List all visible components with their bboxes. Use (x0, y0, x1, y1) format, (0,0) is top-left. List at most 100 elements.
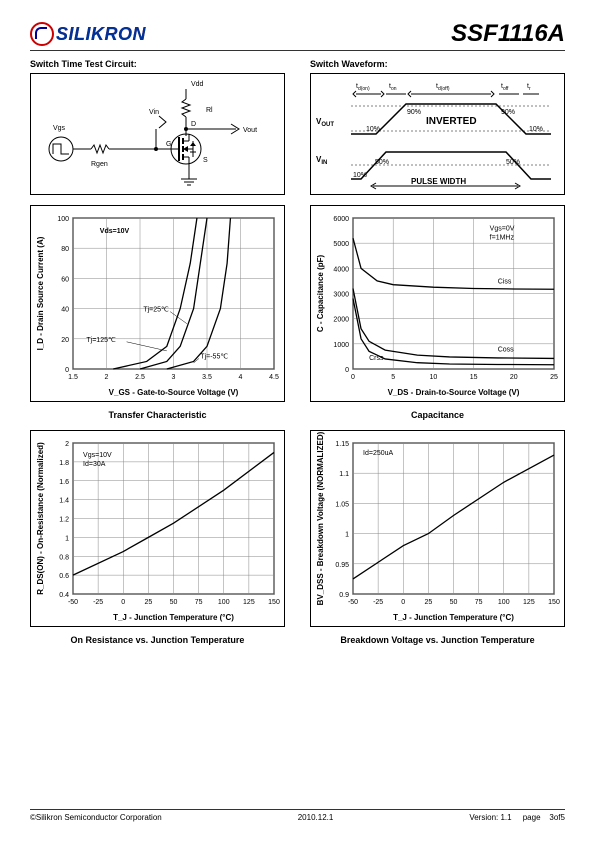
svg-text:20: 20 (510, 374, 518, 381)
label-vdd: Vdd (191, 81, 204, 88)
label-toff: toff (501, 83, 509, 92)
svg-text:4: 4 (239, 374, 243, 381)
svg-text:3.5: 3.5 (202, 374, 212, 381)
svg-text:Id=30A: Id=30A (83, 461, 106, 468)
svg-text:150: 150 (268, 599, 280, 606)
label-g: G (166, 141, 171, 148)
svg-text:0: 0 (351, 374, 355, 381)
row-charts-2: -50-2502550751001251500.40.60.811.21.41.… (30, 430, 565, 645)
svg-text:Tj=125℃: Tj=125℃ (86, 337, 116, 344)
panel-circuit: Switch Time Test Circuit: Vdd Rl Vout Vi… (30, 59, 285, 195)
svg-text:20: 20 (61, 337, 69, 344)
circuit-title: Switch Time Test Circuit: (30, 59, 285, 69)
bvdss-chart: -50-2502550751001251500.90.9511.051.11.1… (310, 430, 565, 627)
svg-text:50: 50 (170, 599, 178, 606)
label-tdon: td(on) (356, 83, 370, 92)
capacitance-chart: 05101520250100020003000400050006000V_DS … (310, 205, 565, 402)
svg-text:-25: -25 (373, 599, 383, 606)
svg-text:3: 3 (172, 374, 176, 381)
capacitance-caption: Capacitance (310, 410, 565, 420)
svg-text:2: 2 (105, 374, 109, 381)
svg-text:0: 0 (121, 599, 125, 606)
svg-text:1: 1 (345, 532, 349, 539)
panel-capacitance: 05101520250100020003000400050006000V_DS … (310, 205, 565, 420)
panel-transfer: 1.522.533.544.5020406080100V_GS - Gate-t… (30, 205, 285, 420)
svg-text:Crss: Crss (369, 355, 384, 362)
svg-text:2000: 2000 (333, 317, 349, 324)
transfer-caption: Transfer Characteristic (30, 410, 285, 420)
svg-text:2.5: 2.5 (135, 374, 145, 381)
svg-text:50: 50 (450, 599, 458, 606)
label-p10c: 10% (353, 172, 367, 179)
part-number: SSF1116A (451, 20, 565, 48)
svg-text:R_DS(ON) - On-Resistance (Norm: R_DS(ON) - On-Resistance (Normalized) (36, 442, 45, 595)
label-rl: Rl (206, 107, 213, 114)
svg-text:1.6: 1.6 (59, 479, 69, 486)
svg-text:1000: 1000 (333, 342, 349, 349)
svg-text:1.4: 1.4 (59, 498, 69, 505)
label-tdoff: td(off) (436, 83, 450, 92)
page: SILIKRON SSF1116A Switch Time Test Circu… (0, 0, 595, 842)
label-vout: Vout (243, 127, 257, 134)
svg-text:Id=250uA: Id=250uA (363, 450, 393, 457)
label-p90b: 90% (501, 109, 515, 116)
circuit-figure: Vdd Rl Vout Vin D (30, 73, 285, 195)
svg-text:4.5: 4.5 (269, 374, 279, 381)
svg-text:6000: 6000 (333, 216, 349, 223)
svg-text:100: 100 (498, 599, 510, 606)
svg-text:25: 25 (424, 599, 432, 606)
svg-text:40: 40 (61, 307, 69, 314)
row-diagrams: Switch Time Test Circuit: Vdd Rl Vout Vi… (30, 59, 565, 195)
rdson-chart: -50-2502550751001251500.40.60.811.21.41.… (30, 430, 285, 627)
svg-text:0: 0 (65, 367, 69, 374)
svg-text:4000: 4000 (333, 266, 349, 273)
svg-text:25: 25 (550, 374, 558, 381)
svg-text:0: 0 (345, 367, 349, 374)
svg-text:1.8: 1.8 (59, 460, 69, 467)
svg-text:T_J - Junction Temperature (°C: T_J - Junction Temperature (°C) (393, 613, 514, 622)
svg-text:BV_DSS - Breakdown Voltage (NO: BV_DSS - Breakdown Voltage (NORMALIZED) (316, 431, 325, 605)
svg-text:80: 80 (61, 246, 69, 253)
svg-text:1.05: 1.05 (335, 501, 349, 508)
label-d: D (191, 121, 196, 128)
rdson-caption: On Resistance vs. Junction Temperature (30, 635, 285, 645)
svg-text:0: 0 (401, 599, 405, 606)
svg-text:-25: -25 (93, 599, 103, 606)
svg-text:Ciss: Ciss (498, 278, 512, 285)
svg-text:f=1MHz: f=1MHz (490, 235, 515, 242)
svg-text:75: 75 (475, 599, 483, 606)
logo: SILIKRON (30, 22, 146, 46)
svg-text:I_D - Drain Source Current (A): I_D - Drain Source Current (A) (36, 236, 45, 350)
svg-text:Tj=-55℃: Tj=-55℃ (200, 353, 228, 360)
waveform-title: Switch Waveform: (310, 59, 565, 69)
svg-text:125: 125 (243, 599, 255, 606)
svg-text:1.1: 1.1 (339, 471, 349, 478)
label-p50a: 50% (375, 159, 389, 166)
svg-text:Vds=10V: Vds=10V (100, 228, 130, 235)
svg-text:T_J - Junction Temperature (°C: T_J - Junction Temperature (°C) (113, 613, 234, 622)
svg-text:0.9: 0.9 (339, 592, 349, 599)
svg-text:Coss: Coss (498, 346, 514, 353)
footer-version: Version: 1.1 page 3of5 (469, 813, 565, 822)
svg-text:Vgs=0V: Vgs=0V (490, 226, 515, 233)
svg-text:150: 150 (548, 599, 560, 606)
svg-text:75: 75 (195, 599, 203, 606)
svg-text:-50: -50 (348, 599, 358, 606)
svg-text:15: 15 (470, 374, 478, 381)
label-vin: Vin (149, 109, 159, 116)
waveform-figure: td(on) ton td(off) toff tr 90% (310, 73, 565, 195)
svg-text:V_GS - Gate-to-Source Voltage: V_GS - Gate-to-Source Voltage (V) (109, 388, 239, 397)
svg-text:1.2: 1.2 (59, 517, 69, 524)
label-p10a: 10% (366, 126, 380, 133)
label-p10b: 10% (529, 126, 543, 133)
svg-text:1.15: 1.15 (335, 441, 349, 448)
svg-text:Vgs=10V: Vgs=10V (83, 452, 112, 459)
footer-company: ©Silikron Semiconductor Corporation (30, 813, 162, 822)
label-p50b: 50% (506, 159, 520, 166)
bvdss-caption: Breakdown Voltage vs. Junction Temperatu… (310, 635, 565, 645)
label-vout-axis: VOUT (316, 117, 334, 128)
label-p90a: 90% (407, 109, 421, 116)
footer-date: 2010.12.1 (298, 813, 334, 822)
svg-text:125: 125 (523, 599, 535, 606)
panel-rdson: -50-2502550751001251500.40.60.811.21.41.… (30, 430, 285, 645)
